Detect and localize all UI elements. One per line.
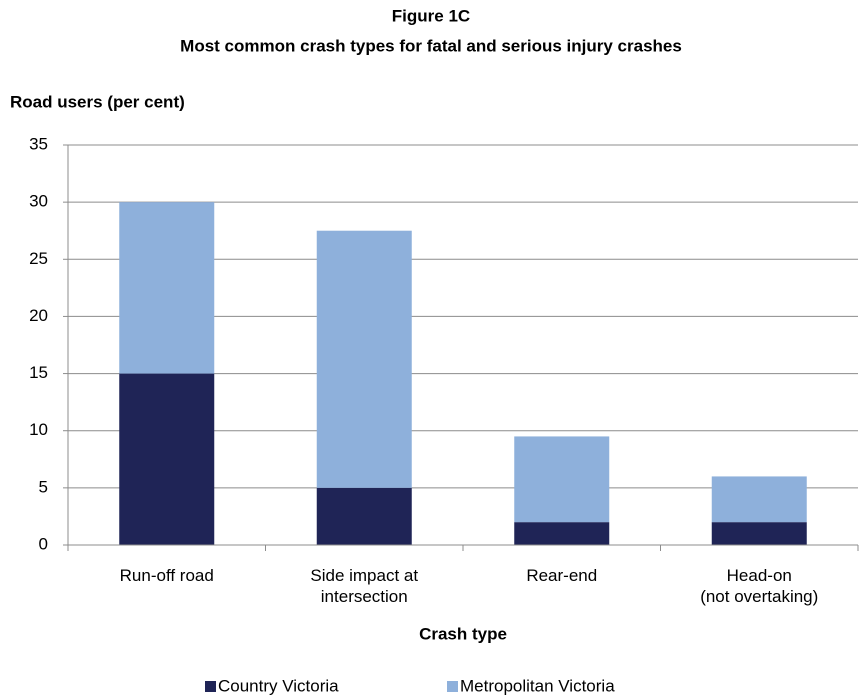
x-tick-label: Run-off road [119,566,214,585]
y-tick-label: 25 [29,249,48,268]
bar-segment [514,522,610,545]
legend-swatch [447,681,458,692]
y-tick-label: 35 [29,134,48,153]
y-tick-label: 10 [29,420,48,439]
x-tick-label: Head-on (not overtaking) [700,566,819,606]
x-tick-label: Rear-end [526,566,598,585]
y-tick-label: 5 [39,477,48,496]
legend-label: Metropolitan Victoria [460,676,615,695]
y-axis-title: Road users (per cent) [10,92,185,111]
legend-label: Country Victoria [218,676,339,695]
bar-segment [514,436,610,523]
bar-segment [316,230,412,488]
x-tick-label: Side impact at intersection [310,566,419,606]
y-tick-label: 0 [39,534,48,553]
chart-subtitle: Most common crash types for fatal and se… [180,36,682,55]
bar-segment [316,487,412,545]
y-tick-label: 20 [29,306,48,325]
bar-segment [711,522,807,545]
x-axis-title: Crash type [419,624,507,643]
chart-title: Figure 1C [392,6,470,25]
y-tick-label: 15 [29,363,48,382]
legend-swatch [205,681,216,692]
bar-segment [711,476,807,523]
bar-segment [119,373,215,545]
bar-segment [119,202,215,374]
y-tick-label: 30 [29,192,48,211]
